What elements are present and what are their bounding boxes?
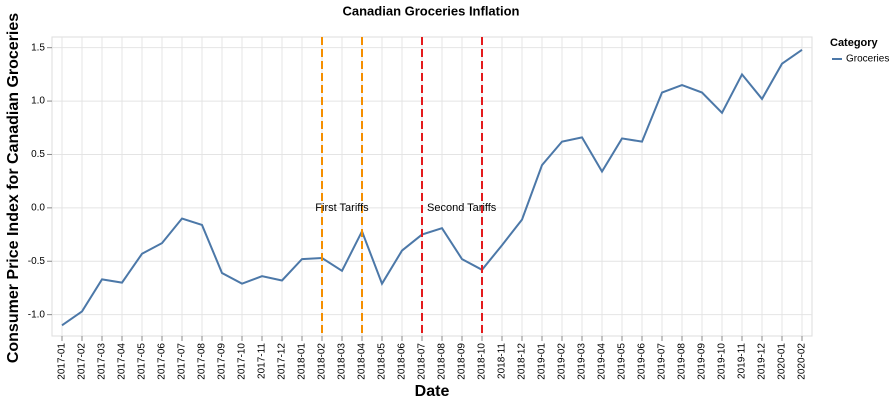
y-tick-label: 0.5 (31, 149, 45, 160)
plot-frame (51, 36, 813, 337)
x-tick-label: 2017-06 (157, 343, 168, 380)
x-tick-label: 2017-07 (177, 343, 188, 380)
x-tick-label: 2018-11 (497, 343, 508, 379)
x-tick-label: 2020-02 (797, 343, 808, 380)
legend-title: Category (830, 37, 879, 49)
line (61, 48, 803, 327)
x-axis-title: Date (415, 383, 450, 400)
x-tick-label: 2019-12 (757, 343, 768, 380)
x-tick-label: 2019-02 (557, 343, 568, 380)
x-tick-label: 2017-11 (257, 343, 268, 379)
x-tick-label: 2020-01 (777, 343, 788, 380)
y-tick-label: 1.5 (31, 42, 45, 53)
x-tick-label: 2017-08 (197, 343, 208, 380)
x-tick-label: 2017-03 (97, 343, 108, 380)
x-tick-label: 2018-09 (457, 343, 468, 380)
x-tick-label: 2019-08 (677, 343, 688, 380)
x-tick-label: 2019-04 (597, 343, 608, 380)
x-tick-label: 2018-12 (517, 343, 528, 380)
x-tick-label: 2018-01 (297, 343, 308, 380)
x-tick-label: 2018-03 (337, 343, 348, 380)
x-tick-label: 2017-09 (217, 343, 228, 380)
x-tick-label: 2019-05 (617, 343, 628, 380)
legend-label: Groceries (846, 54, 889, 65)
x-tick-label: 2019-01 (537, 343, 548, 380)
x-tick-label: 2019-06 (637, 343, 648, 380)
x-tick-label: 2017-12 (277, 343, 288, 380)
x-tick-label: 2018-02 (317, 343, 328, 380)
y-tick-label: -1.0 (28, 309, 46, 320)
x-tick-label: 2018-04 (357, 343, 368, 380)
x-tick-label: 2019-03 (577, 343, 588, 380)
x-tick-label: 2017-05 (137, 343, 148, 380)
x-tick-label: 2018-08 (437, 343, 448, 380)
y-tick-label: -0.5 (28, 256, 46, 267)
chart-title: Canadian Groceries Inflation (343, 3, 520, 18)
x-tick-label: 2019-07 (657, 343, 668, 380)
y-axis-title: Consumer Price Index for Canadian Grocer… (5, 13, 22, 363)
annotation: Second Tariffs (427, 202, 497, 214)
x-tick-label: 2018-10 (477, 343, 488, 380)
y-tick-label: 1.0 (31, 96, 45, 107)
x-tick-label: 2017-10 (237, 343, 248, 380)
annotation: First Tariffs (315, 202, 369, 214)
x-tick-label: 2017-04 (117, 343, 128, 380)
y-tick-label: 0.0 (31, 202, 45, 213)
x-tick-label: 2017-01 (57, 343, 68, 380)
x-tick-label: 2018-06 (397, 343, 408, 380)
x-tick-label: 2019-11 (737, 343, 748, 379)
x-tick-label: 2019-10 (717, 343, 728, 380)
x-tick-label: 2018-05 (377, 343, 388, 380)
x-tick-label: 2019-09 (697, 343, 708, 380)
x-tick-label: 2018-07 (417, 343, 428, 380)
x-tick-label: 2017-02 (77, 343, 88, 380)
